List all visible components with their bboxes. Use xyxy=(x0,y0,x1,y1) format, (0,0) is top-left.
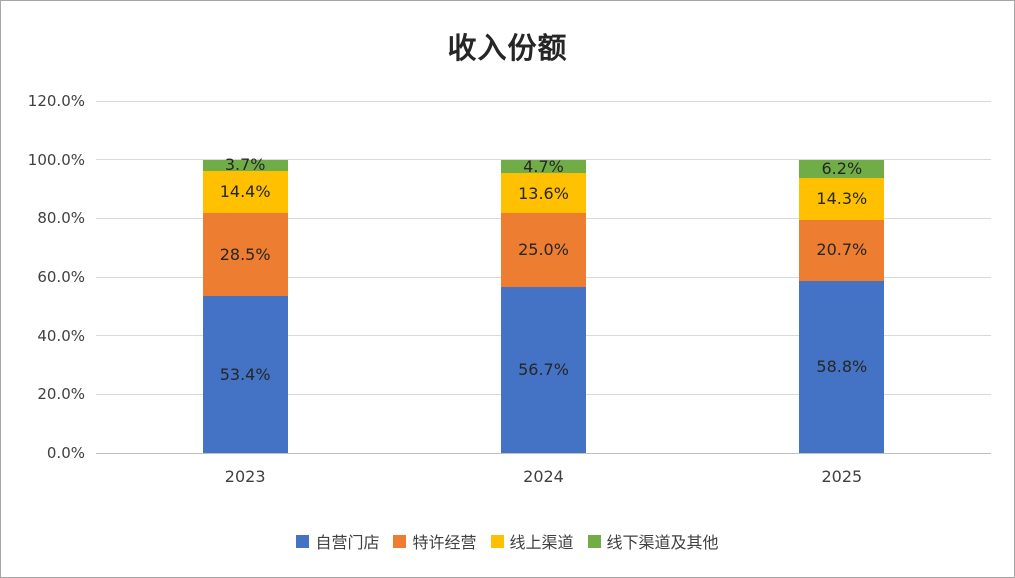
legend-item[interactable]: 特许经营 xyxy=(393,529,477,553)
legend-item[interactable]: 线下渠道及其他 xyxy=(587,529,719,553)
data-label: 56.7% xyxy=(518,360,569,380)
bar-segment[interactable]: 13.6% xyxy=(501,173,586,214)
bar-segment[interactable]: 56.7% xyxy=(501,286,586,453)
y-tick-label: 0.0% xyxy=(46,444,85,462)
bar-segment[interactable]: 20.7% xyxy=(799,219,885,281)
legend-item[interactable]: 自营门店 xyxy=(296,529,379,553)
legend-swatch-icon xyxy=(393,534,407,548)
legend-item[interactable]: 线上渠道 xyxy=(490,529,574,553)
bar-segment[interactable]: 28.5% xyxy=(202,212,288,297)
bar-2023: 53.4% 28.5% 14.4% 3.7% xyxy=(202,101,288,453)
legend-label: 自营门店 xyxy=(315,533,380,552)
bar-segment[interactable]: 4.7% xyxy=(501,156,586,176)
legend-label: 线下渠道及其他 xyxy=(606,533,719,552)
gridline xyxy=(96,159,991,161)
legend-swatch-icon xyxy=(490,534,504,548)
data-label: 58.8% xyxy=(816,356,868,376)
x-tick-label: 2025 xyxy=(821,467,863,486)
gridline xyxy=(96,100,991,102)
bar-segment[interactable]: 58.8% xyxy=(799,280,885,453)
x-tick-label: 2024 xyxy=(523,467,564,486)
data-label: 14.3% xyxy=(816,189,868,209)
bar-segment[interactable]: 3.7% xyxy=(202,156,288,173)
y-tick-label: 40.0% xyxy=(37,326,85,345)
bar-segment[interactable]: 14.4% xyxy=(202,170,288,213)
data-label: 25.0% xyxy=(518,240,569,260)
y-tick-label: 20.0% xyxy=(37,385,85,404)
data-label: 6.2% xyxy=(821,158,863,178)
bar-segment[interactable]: 25.0% xyxy=(501,213,586,287)
data-label: 4.7% xyxy=(523,156,564,176)
data-label: 53.4% xyxy=(219,364,271,384)
legend-label: 线上渠道 xyxy=(509,533,574,552)
bar-2024: 56.7% 25.0% 13.6% 4.7% xyxy=(501,101,586,453)
bar-segment[interactable]: 14.3% xyxy=(799,177,885,220)
data-label: 28.5% xyxy=(219,244,271,264)
legend-swatch-icon xyxy=(587,534,601,548)
legend-swatch-icon xyxy=(296,534,310,548)
legend: 自营门店 特许经营 线上渠道 线下渠道及其他 xyxy=(1,529,1014,553)
chart-title: 收入份额 xyxy=(447,31,568,65)
data-label: 14.4% xyxy=(219,181,271,201)
data-label: 3.7% xyxy=(224,155,266,175)
x-axis: 2023 2024 2025 xyxy=(96,467,991,491)
y-tick-label: 120.0% xyxy=(27,92,85,110)
data-label: 20.7% xyxy=(816,240,868,260)
y-tick-label: 100.0% xyxy=(27,150,85,169)
y-axis: 0.0% 20.0% 40.0% 60.0% 80.0% 100.0% 120.0% xyxy=(1,92,85,462)
legend-label: 特许经营 xyxy=(412,533,477,552)
bar-segment[interactable]: 6.2% xyxy=(799,158,885,178)
bar-2025: 58.8% 20.7% 14.3% 6.2% xyxy=(799,101,885,453)
y-tick-label: 60.0% xyxy=(37,268,85,286)
y-tick-label: 80.0% xyxy=(37,209,85,228)
data-label: 13.6% xyxy=(518,183,569,203)
plot-area: 53.4% 28.5% 14.4% 3.7% 56.7% 25.0% 13.6% 4.7% 58… xyxy=(96,100,991,454)
bar-segment[interactable]: 53.4% xyxy=(202,296,288,453)
x-axis-line xyxy=(96,452,991,454)
x-tick-label: 2023 xyxy=(224,467,266,486)
